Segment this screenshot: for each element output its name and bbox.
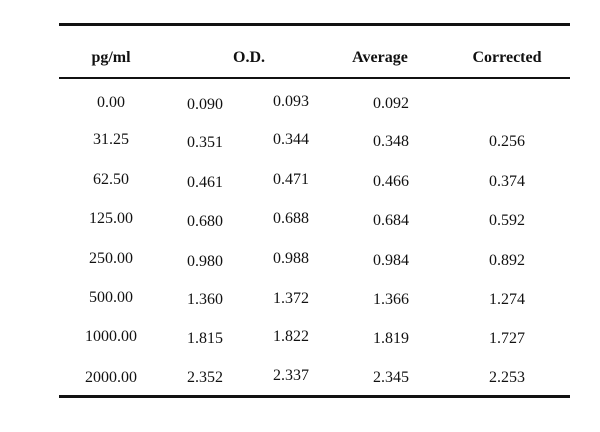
cell-corrected: 1.274 [489,291,525,308]
cell-average: 0.092 [373,95,409,112]
cell-corrected: 2.253 [489,369,525,386]
cell-average: 0.466 [373,173,409,190]
cell-corrected: 0.374 [489,173,525,190]
cell-corrected: 0.256 [489,133,525,150]
cell-pgml: 250.00 [89,250,133,267]
cell-od2: 1.372 [273,290,309,307]
cell-average: 0.348 [373,133,409,150]
cell-od2: 0.988 [273,250,309,267]
cell-corrected: 0.592 [489,212,525,229]
cell-od1: 0.090 [187,96,223,113]
cell-od1: 2.352 [187,369,223,386]
cell-od2: 2.337 [273,367,309,384]
header-od: O.D. [233,49,265,66]
header-pgml: pg/ml [91,49,131,66]
cell-corrected: 1.727 [489,330,525,347]
cell-od2: 0.688 [273,210,309,227]
cell-corrected: 0.892 [489,252,525,269]
table-top-rule [59,23,570,26]
cell-average: 2.345 [373,369,409,386]
cell-od2: 1.822 [273,328,309,345]
table-bottom-rule [59,395,570,398]
header-corrected: Corrected [472,49,542,66]
cell-od2: 0.471 [273,171,309,188]
cell-average: 1.819 [373,330,409,347]
cell-pgml: 500.00 [89,289,133,306]
cell-pgml: 31.25 [93,131,129,148]
cell-od1: 1.360 [187,291,223,308]
cell-pgml: 0.00 [97,94,125,111]
cell-od1: 0.351 [187,134,223,151]
cell-od1: 1.815 [187,330,223,347]
cell-od1: 0.680 [187,213,223,230]
cell-average: 1.366 [373,291,409,308]
cell-pgml: 2000.00 [85,369,137,386]
cell-average: 0.984 [373,252,409,269]
cell-od1: 0.461 [187,174,223,191]
cell-od2: 0.093 [273,93,309,110]
cell-pgml: 1000.00 [85,328,137,345]
cell-od1: 0.980 [187,253,223,270]
cell-od2: 0.344 [273,131,309,148]
table-header-rule [59,77,570,79]
header-average: Average [352,49,408,66]
cell-pgml: 125.00 [89,210,133,227]
cell-average: 0.684 [373,212,409,229]
cell-pgml: 62.50 [93,171,129,188]
